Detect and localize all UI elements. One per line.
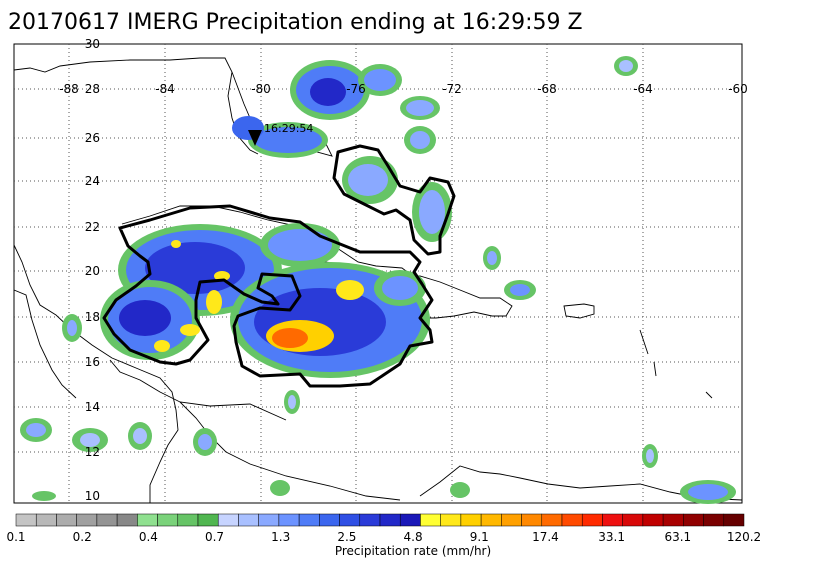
longitude-label: -64 — [633, 82, 653, 96]
colorbar-swatch — [96, 513, 118, 527]
colorbar-swatch — [76, 513, 98, 527]
colorbar-swatch — [177, 513, 199, 527]
colorbar-swatch — [460, 513, 482, 527]
latitude-label: 12 — [85, 445, 100, 459]
colorbar-swatch — [561, 513, 583, 527]
colorbar-title: Precipitation rate (mm/hr) — [334, 544, 492, 558]
colorbar — [15, 513, 745, 527]
colorbar-tick-label: 0.7 — [205, 530, 224, 544]
colorbar-swatch — [581, 513, 603, 527]
colorbar-swatch — [116, 513, 138, 527]
colorbar-tick-label: 2.5 — [337, 530, 356, 544]
colorbar-swatch — [683, 513, 704, 527]
colorbar-swatch — [238, 513, 259, 527]
latitude-label: 26 — [85, 131, 100, 145]
colorbar-swatch — [35, 513, 57, 527]
latitude-labels: 30 28 26 24 22 20 18 16 14 12 10 — [85, 37, 100, 503]
colorbar-swatch — [703, 513, 725, 527]
latitude-label: 18 — [85, 310, 100, 324]
longitude-label: -68 — [537, 82, 557, 96]
colorbar-swatch — [420, 513, 441, 527]
colorbar-swatch — [359, 513, 381, 527]
lesser-antilles — [639, 329, 713, 399]
colorbar-swatch — [379, 513, 401, 527]
colorbar-swatch — [501, 513, 522, 527]
latitude-label: 20 — [85, 264, 100, 278]
colorbar-swatch — [541, 513, 563, 527]
swath-outline — [102, 144, 456, 388]
colorbar-swatch — [622, 513, 644, 527]
colorbar-swatch — [258, 513, 280, 527]
colorbar-swatch — [339, 513, 361, 527]
colorbar-swatch — [278, 513, 300, 527]
colorbar-swatch — [157, 513, 179, 527]
south-america-coast — [419, 465, 743, 501]
colorbar-swatch — [602, 513, 623, 527]
colorbar-swatch — [480, 513, 502, 527]
colorbar-swatch — [197, 513, 219, 527]
latitude-label: 30 — [85, 37, 100, 51]
puerto-rico-coast — [563, 303, 595, 319]
colorbar-tick-label: 0.2 — [73, 530, 92, 544]
colorbar-tick-labels: 0.1 0.2 0.4 0.7 1.3 2.5 4.8 9.1 17.4 33.1 63.1 120.… — [6, 530, 761, 544]
colorbar-tick-label: 1.3 — [271, 530, 290, 544]
satellite-position-marker-icon — [248, 130, 262, 146]
colorbar-tick-label: 0.4 — [139, 530, 158, 544]
colorbar-tick-label: 120.2 — [727, 530, 761, 544]
colorbar-tick-label: 63.1 — [664, 530, 691, 544]
longitude-labels: -88 -84 -80 -76 -72 -68 -64 -60 — [59, 82, 748, 96]
colorbar-tick-label: 4.8 — [404, 530, 423, 544]
longitude-label: -76 — [346, 82, 366, 96]
longitude-label: -72 — [442, 82, 462, 96]
colorbar-swatch — [662, 513, 684, 527]
colorbar-swatch — [723, 513, 745, 527]
longitude-label: -84 — [155, 82, 175, 96]
longitude-label: -80 — [251, 82, 271, 96]
latitude-label: 16 — [85, 355, 100, 369]
colorbar-swatch — [56, 513, 77, 527]
colorbar-swatch — [521, 513, 543, 527]
colorbar-tick-label: 0.1 — [6, 530, 25, 544]
colorbar-swatch — [319, 513, 340, 527]
colorbar-swatch — [642, 513, 664, 527]
colorbar-tick-label: 33.1 — [598, 530, 625, 544]
map-title: 20170617 IMERG Precipitation ending at 1… — [8, 10, 583, 35]
precipitation-field — [20, 56, 736, 504]
latitude-label: 14 — [85, 400, 100, 414]
latitude-label: 24 — [85, 174, 100, 188]
gulf-coast-mexico — [13, 244, 179, 503]
colorbar-swatch — [440, 513, 462, 527]
colorbar-swatch — [399, 513, 421, 527]
latitude-label: 28 — [85, 82, 100, 96]
latitude-label: 10 — [85, 489, 100, 503]
colorbar-swatch — [137, 513, 158, 527]
colorbar-tick-label: 17.4 — [532, 530, 559, 544]
marker-time-label: 16:29:54 — [264, 122, 313, 135]
colorbar-tick-label: 9.1 — [470, 530, 489, 544]
colorbar-swatch — [15, 513, 37, 527]
longitude-label: -60 — [728, 82, 748, 96]
colorbar-swatch — [298, 513, 320, 527]
longitude-label: -88 — [59, 82, 79, 96]
latitude-label: 22 — [85, 220, 100, 234]
colorbar-swatch — [217, 513, 239, 527]
central-america-coast — [109, 359, 401, 501]
